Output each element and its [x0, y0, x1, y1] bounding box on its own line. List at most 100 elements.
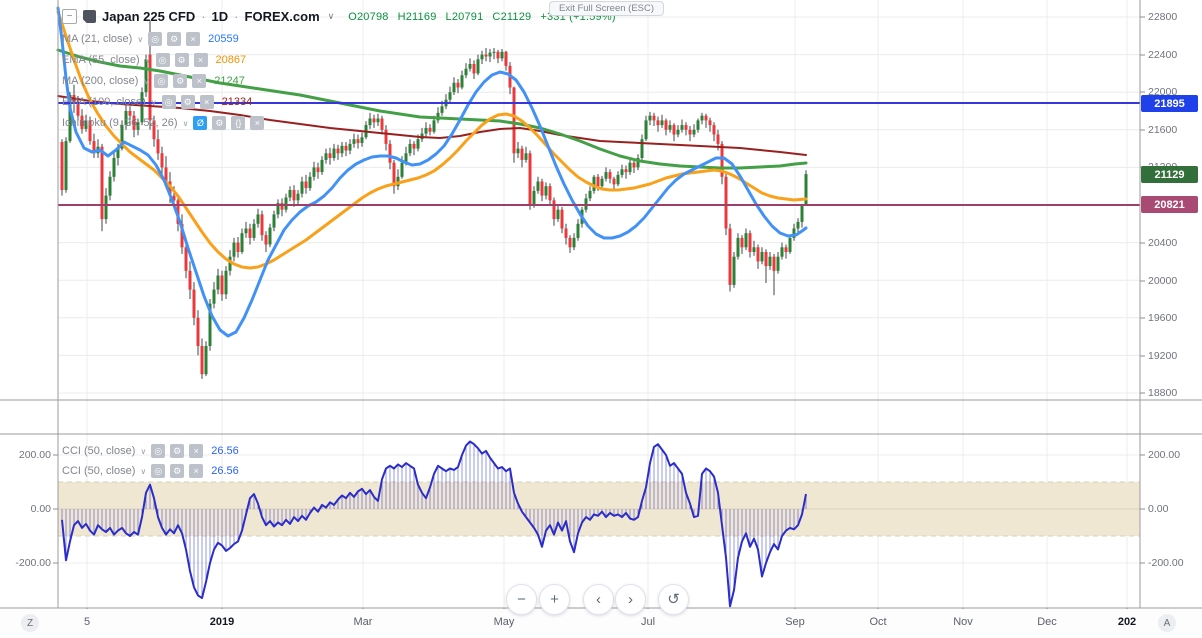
candle-body — [68, 95, 72, 142]
indicator-label: MA (200, close) — [62, 75, 139, 87]
symbol-header[interactable]: − Japan 225 CFD · 1D · FOREX.com ∨ O2079… — [62, 9, 625, 24]
cci-tick-label-right: 0.00 — [1148, 503, 1169, 515]
chevron-down-icon[interactable]: ∨ — [182, 118, 189, 128]
candle-body — [504, 51, 508, 66]
exit-fullscreen-button[interactable]: Exit Full Screen (ESC) — [549, 1, 665, 16]
candle-body — [576, 223, 580, 238]
reset-chart-button[interactable]: ↺ — [658, 584, 689, 615]
time-axis-label: Jul — [640, 616, 656, 628]
close-icon[interactable]: × — [193, 53, 208, 67]
candle-body — [368, 118, 372, 126]
candle-body — [304, 181, 308, 189]
candle-body — [240, 233, 244, 252]
chevron-down-icon[interactable]: ∨ — [140, 466, 147, 476]
eye-icon[interactable]: ◎ — [151, 444, 166, 458]
gear-icon[interactable]: ⚙ — [174, 53, 189, 67]
candle-body — [636, 158, 640, 168]
chevron-down-icon[interactable]: ∨ — [143, 76, 150, 86]
price-tick-label: 21600 — [1148, 124, 1178, 136]
candle-body — [608, 172, 612, 179]
close-icon[interactable]: × — [189, 464, 204, 478]
symbol-name[interactable]: Japan 225 CFD — [102, 9, 196, 24]
cci-legend-row-2[interactable]: CCI (50, close) ∨ ◎ ⚙ × 26.56 — [62, 463, 239, 479]
candle-body — [568, 237, 572, 248]
candle-body — [736, 237, 740, 257]
exchange-name[interactable]: FOREX.com — [244, 9, 320, 24]
eye-icon[interactable]: ◎ — [155, 53, 170, 67]
interval[interactable]: 1D — [211, 9, 229, 24]
candle-body — [128, 111, 132, 116]
ma21-line — [56, 6, 808, 338]
gear-icon[interactable]: ⚙ — [167, 32, 182, 46]
candle-body — [348, 143, 352, 151]
zoom-out-button[interactable]: − — [506, 584, 537, 615]
auto-scale-badge[interactable]: A — [1158, 614, 1176, 632]
candle-body — [616, 174, 620, 185]
gear-icon[interactable]: ⚙ — [170, 464, 185, 478]
candle-body — [160, 153, 164, 168]
zoom-in-button[interactable]: + — [539, 584, 570, 615]
candle-body — [360, 137, 364, 143]
eye-icon[interactable]: ◎ — [151, 464, 166, 478]
ema55-line — [56, 10, 808, 270]
indicator-legend-ma200[interactable]: MA (200, close) ∨ ◎ ⚙ × 21247 — [62, 73, 245, 89]
candle-body — [632, 162, 636, 168]
cci-legend-row-1[interactable]: CCI (50, close) ∨ ◎ ⚙ × 26.56 — [62, 443, 239, 459]
candle-body — [152, 120, 156, 140]
source-code-icon[interactable]: {} — [231, 116, 246, 130]
indicator-legend-ema55[interactable]: EMA (55, close) ∨ ◎ ⚙ × 20867 — [62, 52, 246, 68]
scroll-right-button[interactable]: › — [615, 584, 646, 615]
hidden-eye-icon[interactable]: Ø — [193, 116, 208, 130]
close-icon[interactable]: × — [192, 74, 207, 88]
gear-icon[interactable]: ⚙ — [173, 74, 188, 88]
candle-body — [292, 190, 296, 201]
timezone-badge[interactable]: Z — [21, 614, 39, 632]
open-value: O20798 — [348, 10, 389, 23]
candle-body — [756, 247, 760, 262]
close-icon[interactable]: × — [189, 444, 204, 458]
candle-body — [176, 200, 180, 224]
candle-body — [624, 169, 628, 173]
candle-body — [188, 270, 192, 290]
candle-body — [320, 159, 324, 173]
indicator-value: 20559 — [208, 33, 239, 45]
ema100-line — [57, 95, 807, 156]
candle-body — [88, 120, 92, 142]
close-icon[interactable]: × — [186, 32, 201, 46]
chevron-down-icon[interactable]: ∨ — [140, 446, 147, 456]
indicator-legend-ma21[interactable]: MA (21, close) ∨ ◎ ⚙ × 20559 — [62, 31, 239, 47]
candle-body — [620, 169, 624, 175]
chevron-down-icon[interactable]: ∨ — [150, 97, 157, 107]
candle-body — [464, 68, 468, 76]
gear-icon[interactable]: ⚙ — [180, 95, 195, 109]
candle-body — [652, 115, 656, 121]
indicator-legend-ema100[interactable]: EMA (100, close) ∨ ◎ ⚙ × 21334 — [62, 94, 252, 110]
chevron-down-icon[interactable]: ∨ — [144, 55, 151, 65]
eye-icon[interactable]: ◎ — [148, 32, 163, 46]
candle-body — [604, 172, 608, 179]
eye-icon[interactable]: ◎ — [161, 95, 176, 109]
candle-body — [220, 275, 224, 295]
indicator-value: 21247 — [214, 75, 245, 87]
scroll-left-button[interactable]: ‹ — [583, 584, 614, 615]
collapse-legend-icon[interactable]: − — [62, 9, 77, 24]
close-icon[interactable]: × — [199, 95, 214, 109]
candle-body — [524, 153, 528, 160]
gear-icon[interactable]: ⚙ — [170, 444, 185, 458]
candle-body — [408, 143, 412, 154]
candle-body — [796, 221, 800, 229]
candle-body — [456, 82, 460, 88]
chevron-down-icon[interactable]: ∨ — [327, 11, 335, 21]
price-tick-label: 22800 — [1148, 11, 1178, 23]
candle-body — [104, 195, 108, 220]
gear-icon[interactable]: ⚙ — [212, 116, 227, 130]
close-icon[interactable]: × — [250, 116, 265, 130]
cci-line — [61, 440, 807, 608]
candle-body — [612, 178, 616, 185]
candle-body — [480, 54, 484, 60]
candle-body — [712, 125, 716, 135]
eye-icon[interactable]: ◎ — [154, 74, 169, 88]
indicator-legend-ichimoku[interactable]: Ichimoku (9, 26, 52, 26) ∨ Ø ⚙ {} × — [62, 115, 265, 131]
chevron-down-icon[interactable]: ∨ — [137, 34, 144, 44]
